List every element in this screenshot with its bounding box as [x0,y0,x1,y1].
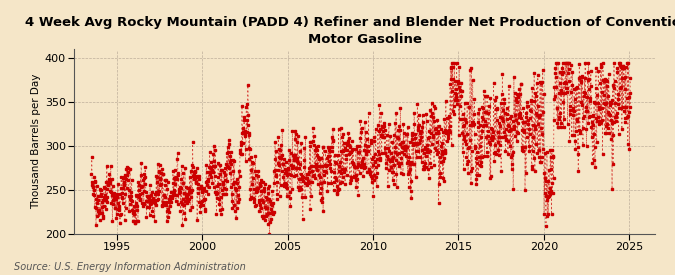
Title: 4 Week Avg Rocky Mountain (PADD 4) Refiner and Blender Net Production of Convent: 4 Week Avg Rocky Mountain (PADD 4) Refin… [25,16,675,46]
Y-axis label: Thousand Barrels per Day: Thousand Barrels per Day [30,74,40,209]
Text: Source: U.S. Energy Information Administration: Source: U.S. Energy Information Administ… [14,262,245,272]
